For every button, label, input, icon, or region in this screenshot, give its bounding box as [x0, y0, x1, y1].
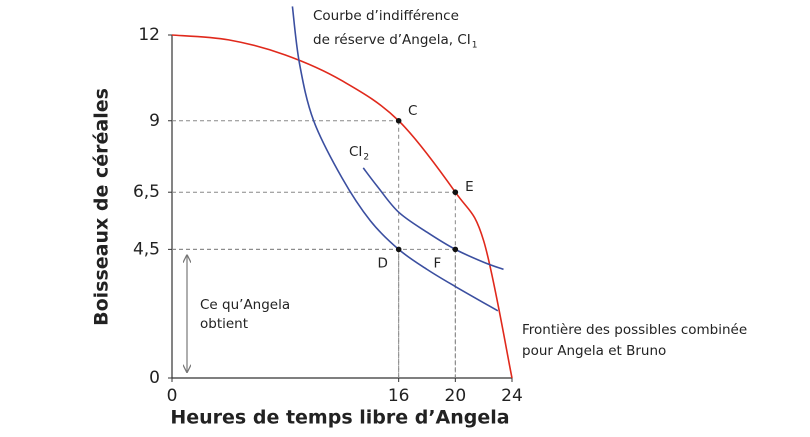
ci1-label: Courbe d’indifférence [313, 8, 459, 24]
x-tick-label: 16 [388, 386, 410, 406]
curve [362, 167, 504, 271]
point [395, 117, 402, 124]
frontier-label: pour Angela et Bruno [522, 343, 666, 359]
point-label: E [465, 179, 474, 195]
y-tick-label: 6,5 [133, 182, 160, 202]
x-axis-title: Heures de temps libre d’Angela [170, 407, 509, 429]
point [395, 246, 402, 253]
ci1-sub: 1 [472, 41, 478, 51]
point [452, 246, 459, 253]
point-label: C [408, 103, 417, 119]
curve [171, 34, 513, 379]
ci2-label: CI [349, 144, 362, 160]
y-tick-label: 9 [149, 111, 160, 131]
point-label: D [377, 255, 387, 271]
x-tick-label: 20 [445, 386, 467, 406]
ci1-label: de réserve d’Angela, CI [313, 32, 471, 48]
x-tick-label: 0 [167, 386, 178, 406]
point-label: F [433, 255, 441, 271]
y-tick-label: 4,5 [133, 239, 160, 259]
x-tick-label: 24 [501, 386, 523, 406]
frontier-label: Frontière des possibles combinée [522, 322, 747, 338]
y-tick-label: 0 [149, 368, 160, 388]
y-axis-title: Boisseaux de céréales [91, 88, 113, 326]
gets-label: obtient [200, 316, 248, 332]
ci2-sub: 2 [363, 153, 369, 163]
gets-label: Ce qu’Angela [200, 297, 290, 313]
y-tick-label: 12 [138, 25, 160, 45]
curve [291, 6, 499, 312]
point [452, 189, 459, 196]
